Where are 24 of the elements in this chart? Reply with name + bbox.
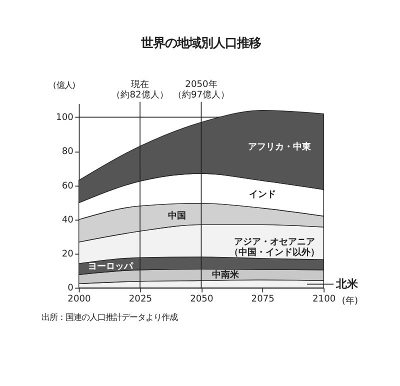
y-axis-title: (億人) (53, 80, 76, 90)
y-tick-label: 20 (62, 250, 74, 260)
series-label: インド (248, 190, 276, 200)
series-label: アジア・オセアニア（中国・インド以外） (230, 237, 320, 258)
text: 出所：国連の人口推計データより作成 (41, 312, 178, 322)
x-tick-label: 2075 (251, 294, 274, 304)
chart-title: 世界の地域別人口推移 (140, 35, 262, 50)
ref-line-label: 2050年（約97億人） (172, 78, 230, 101)
series-label: 中国 (168, 210, 186, 222)
series-label: 中南米 (212, 269, 240, 280)
x-axis-title: (年) (342, 296, 358, 307)
y-tick-label: 100 (56, 113, 74, 124)
y-tick-label: 80 (62, 147, 74, 158)
series-label: アフリカ・中東 (248, 142, 312, 153)
y-tick-label: 40 (62, 215, 74, 226)
legend-label: 北米 (335, 278, 360, 291)
x-tick-label: 2000 (68, 294, 92, 304)
x-tick-label: 2100 (312, 294, 336, 304)
y-tick-label: 0 (68, 284, 74, 294)
x-tick-label: 2025 (128, 294, 152, 304)
series-label: ヨーロッパ (88, 262, 134, 272)
x-tick-label: 2050 (190, 294, 214, 304)
y-tick-label: 60 (62, 181, 74, 192)
ref-line-label: 現在（約82億人） (112, 78, 168, 101)
